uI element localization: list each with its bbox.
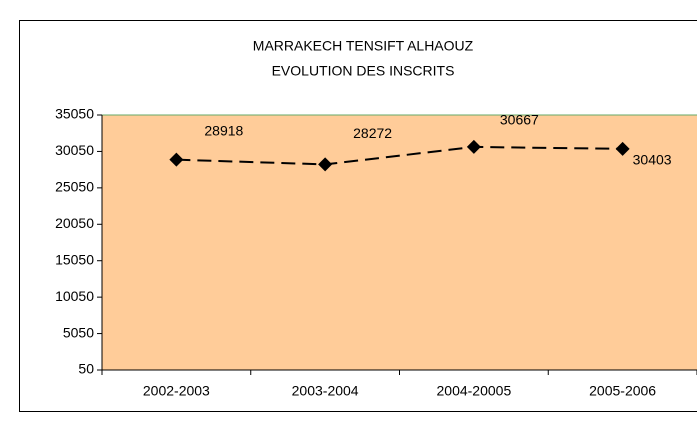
data-label: 30403 <box>633 152 672 168</box>
x-tick-label: 2004-20005 <box>437 383 512 399</box>
x-tick-label: 2005-2006 <box>589 383 656 399</box>
data-label: 30667 <box>500 112 539 128</box>
y-tick-label: 5050 <box>63 324 94 340</box>
y-tick-label: 30050 <box>55 142 94 158</box>
y-tick-label: 10050 <box>55 288 94 304</box>
chart-title: EVOLUTION DES INSCRITS <box>272 63 455 79</box>
x-tick-label: 2003-2004 <box>292 383 359 399</box>
data-label: 28918 <box>204 122 243 138</box>
y-tick-label: 50 <box>78 361 94 377</box>
data-point <box>466 139 481 154</box>
y-tick-label: 15050 <box>55 251 94 267</box>
data-line <box>176 145 623 166</box>
plot-area <box>102 115 697 370</box>
y-tick-label: 20050 <box>55 215 94 231</box>
chart-title: MARRAKECH TENSIFT ALHAOUZ <box>253 38 474 54</box>
y-tick-label: 25050 <box>55 179 94 195</box>
x-tick-label: 2002-2003 <box>143 383 210 399</box>
data-point <box>615 141 630 156</box>
data-point <box>318 157 333 172</box>
y-tick-label: 35050 <box>55 106 94 122</box>
data-label: 28272 <box>353 125 392 141</box>
data-point <box>169 152 184 167</box>
